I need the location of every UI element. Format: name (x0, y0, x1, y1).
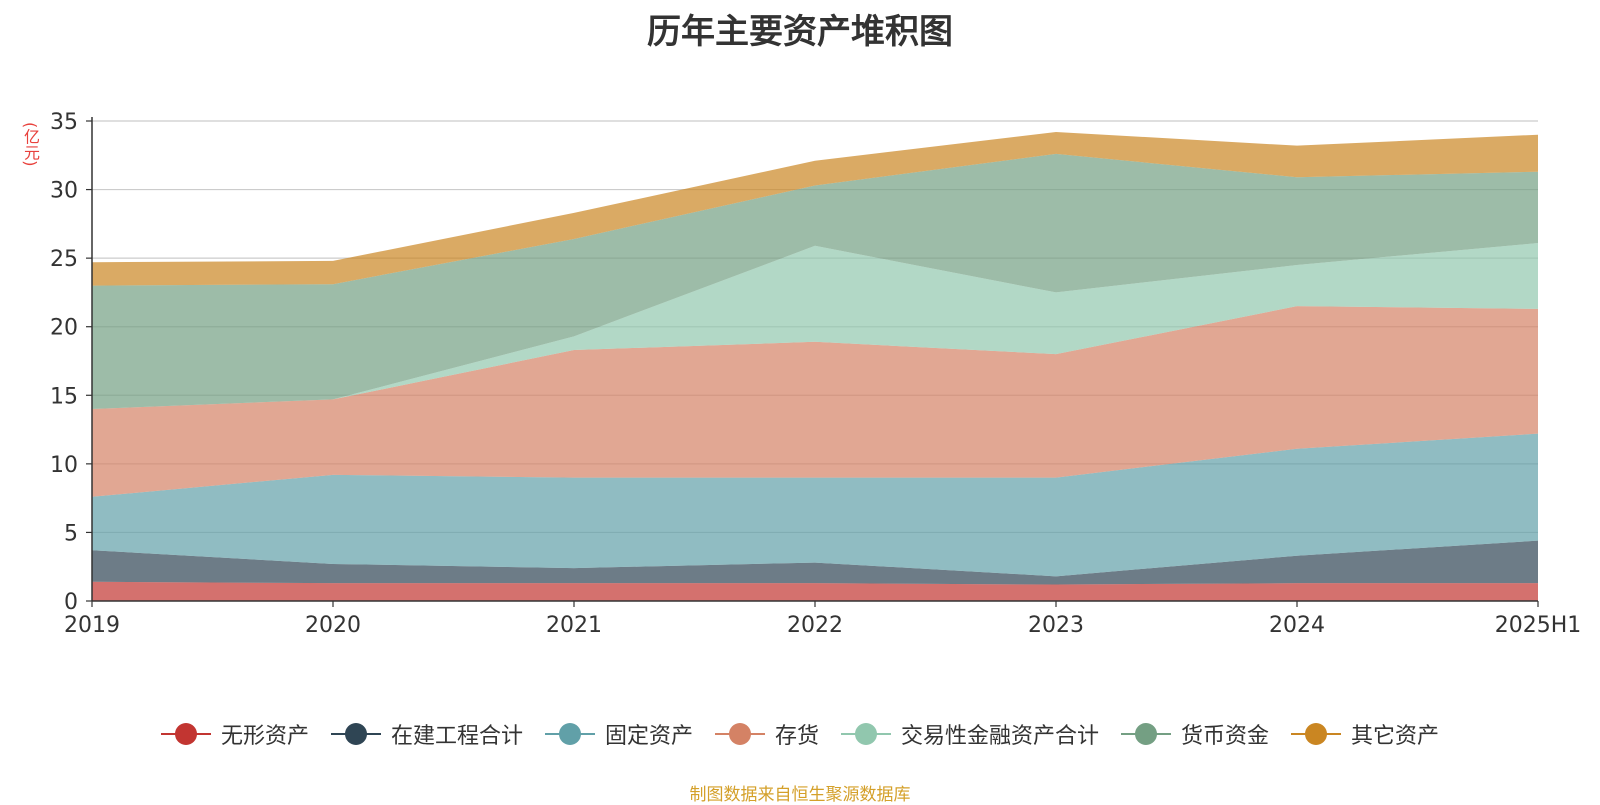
area-固定资产 (92, 433, 1538, 577)
legend-marker-icon (1121, 722, 1172, 746)
legend-label: 固定资产 (604, 724, 693, 749)
legend-item[interactable]: 无形资产 (160, 718, 309, 750)
legend-label: 无形资产 (220, 724, 309, 749)
legend-marker-icon (544, 722, 595, 746)
legend-marker-icon (714, 722, 765, 746)
legend-item[interactable]: 其它资产 (1291, 718, 1439, 750)
legend-label: 在建工程合计 (390, 724, 523, 749)
legend-marker-icon (160, 722, 211, 746)
y-tick-label: 25 (50, 247, 78, 272)
data-source-note: 制图数据来自恒生聚源数据库 (689, 785, 911, 805)
legend-marker-icon (330, 722, 381, 746)
axes: 0 5 10 15 20 25 30 35 2019 2020 2021 2022 2023 2024 20… (50, 110, 1581, 638)
area-其它资产 (92, 131, 1538, 286)
legend-item[interactable]: 交易性金融资产合计 (841, 718, 1099, 750)
y-tick-label: 20 (50, 316, 78, 341)
area-存货 (92, 306, 1538, 497)
x-tick-label: 2022 (787, 613, 843, 638)
x-tick-label: 2024 (1269, 613, 1325, 638)
legend-item[interactable]: 存货 (714, 718, 819, 750)
area-货币资金 (92, 153, 1538, 409)
legend-label: 存货 (774, 724, 819, 749)
y-axis-unit-label: (亿元) (21, 122, 40, 167)
x-tick-label: 2020 (305, 613, 361, 638)
area-交易性金融资产合计 (92, 243, 1538, 409)
x-tick-label: 2023 (1028, 613, 1084, 638)
y-tick-label: 5 (64, 521, 78, 546)
legend-label: 其它资产 (1351, 724, 1440, 749)
area-series (92, 131, 1538, 601)
y-tick-label: 35 (50, 110, 78, 135)
chart-title: 历年主要资产堆积图 (647, 12, 953, 52)
legend-marker-icon (841, 722, 891, 746)
y-tick-label: 0 (64, 590, 78, 615)
x-tick-label: 2021 (546, 613, 602, 638)
x-tick-label: 2019 (64, 613, 120, 638)
legend-label: 交易性金融资产合计 (901, 724, 1100, 749)
legend-item[interactable]: 在建工程合计 (330, 718, 523, 750)
legend-label: 货币资金 (1181, 724, 1270, 749)
y-tick-label: 10 (50, 453, 78, 478)
area-无形资产 (92, 581, 1538, 601)
legend-marker-icon (1291, 722, 1342, 746)
y-tick-label: 15 (50, 384, 78, 409)
x-tick-label: 2025H1 (1495, 613, 1582, 638)
legend: 无形资产 在建工程合计 固定资产 存货 交易性金融资产合计 货币资金 其它资产 (0, 718, 1600, 750)
legend-item[interactable]: 固定资产 (544, 718, 693, 750)
stacked-area-chart: 0 5 10 15 20 25 30 35 2019 2020 2021 2022 2023 2024 20… (50, 110, 1581, 638)
y-tick-label: 30 (50, 179, 78, 204)
legend-item[interactable]: 货币资金 (1121, 718, 1269, 750)
